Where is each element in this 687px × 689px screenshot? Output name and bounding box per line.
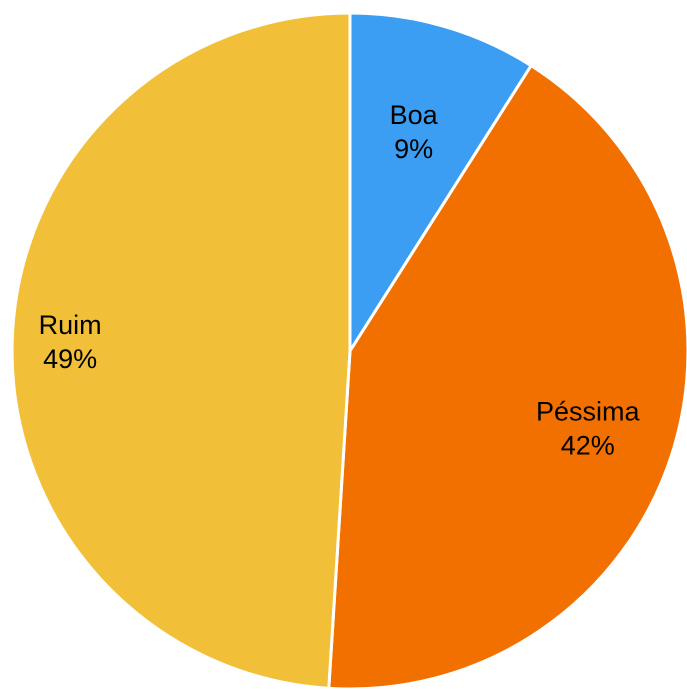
- slice-percent-péssima: 42%: [561, 430, 615, 460]
- slice-percent-boa: 9%: [394, 134, 433, 164]
- slice-label-ruim: Ruim: [39, 310, 102, 340]
- slice-label-péssima: Péssima: [536, 396, 641, 426]
- slice-label-boa: Boa: [390, 100, 439, 130]
- pie-slice-boa: [348, 11, 533, 353]
- pie-labels: Boa 9% Péssima 42% Ruim 49%: [39, 100, 641, 460]
- slice-percent-ruim: 49%: [43, 344, 97, 374]
- pie-slice-ruim: [10, 11, 352, 689]
- pie-slices: [10, 11, 687, 689]
- pie-slice-péssima: [327, 64, 687, 689]
